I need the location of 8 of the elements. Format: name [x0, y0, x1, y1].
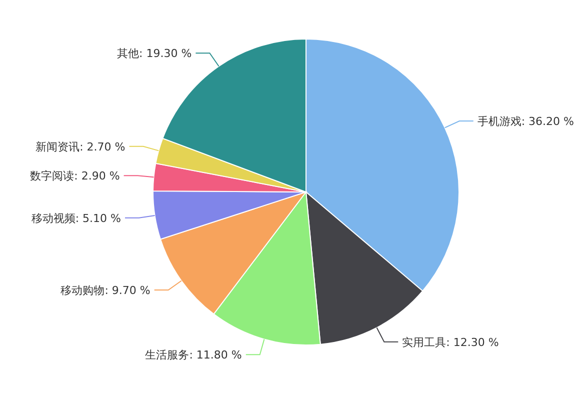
slice-label: 手机游戏: 36.20 % [477, 115, 574, 128]
slice-label: 移动视频: 5.10 % [31, 212, 121, 225]
slice-label: 实用工具: 12.30 % [402, 336, 499, 349]
slice-label: 生活服务: 11.80 % [145, 348, 242, 362]
slice-label: 新闻资讯: 2.70 % [36, 140, 126, 154]
slice-label: 数字阅读: 2.90 % [30, 170, 120, 183]
slice-label: 移动购物: 9.70 % [60, 284, 150, 298]
slice-label: 其他: 19.30 % [117, 47, 192, 60]
